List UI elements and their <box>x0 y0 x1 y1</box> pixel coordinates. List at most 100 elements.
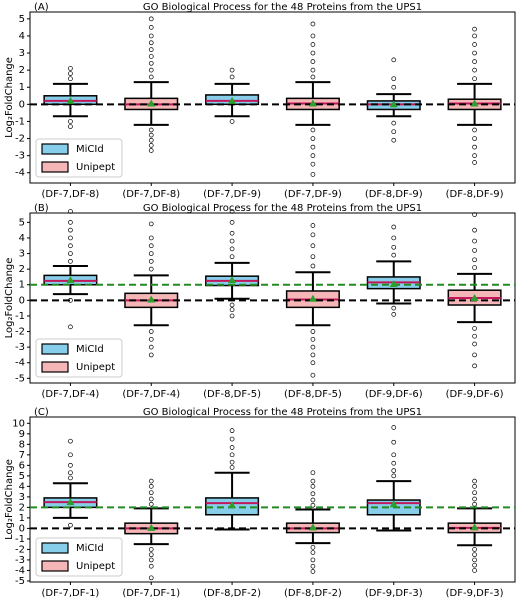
outlier <box>391 76 397 82</box>
y-tick-label: 5 <box>19 217 25 228</box>
outlier <box>68 220 73 225</box>
outlier <box>68 452 73 458</box>
outlier <box>148 329 154 334</box>
x-tick-label: (DF-7,DF-9) <box>284 189 342 200</box>
y-tick-label: -3 <box>15 342 25 353</box>
y-tick-label: -5 <box>15 576 25 587</box>
mean-marker <box>470 523 479 531</box>
outlier <box>472 265 477 270</box>
y-tick-label: -3 <box>15 555 25 566</box>
outlier <box>310 21 316 27</box>
y-tick-label: -3 <box>15 151 25 162</box>
outlier <box>310 470 316 476</box>
y-tick-label: -1 <box>15 534 25 545</box>
outlier <box>148 352 154 358</box>
outlier <box>310 497 316 503</box>
plot-frame <box>29 212 516 384</box>
y-tick-label: 4 <box>19 233 25 244</box>
outlier <box>472 160 477 165</box>
outlier <box>148 496 154 502</box>
outlier <box>472 562 477 568</box>
outlier <box>391 425 397 430</box>
outlier <box>68 522 73 528</box>
y-tick-label: 0 <box>19 523 25 534</box>
y-tick-label: 4 <box>19 481 25 492</box>
outlier <box>148 258 154 264</box>
outlier <box>391 312 397 317</box>
outlier <box>229 119 235 124</box>
outlier <box>229 459 235 465</box>
legend-label: Unipept <box>76 362 115 373</box>
chart-title: GO Biological Process for the 48 Protein… <box>143 203 422 214</box>
y-tick-label: 3 <box>19 48 25 59</box>
y-tick-label: 2 <box>19 264 25 275</box>
outlier <box>229 436 235 442</box>
x-tick-label: (DF-8,DF-5) <box>284 389 342 400</box>
outlier <box>391 460 397 466</box>
outlier <box>310 144 316 150</box>
outlier <box>68 475 73 481</box>
legend-swatch <box>41 542 69 554</box>
outlier <box>148 557 154 563</box>
outlier <box>148 490 154 496</box>
outlier <box>148 137 154 143</box>
y-tick-label: 0 <box>19 295 25 306</box>
outlier <box>472 363 477 369</box>
outlier <box>68 243 73 249</box>
y-tick-label: 5 <box>19 471 25 482</box>
outlier <box>310 74 316 80</box>
y-tick-label: -2 <box>15 327 25 338</box>
legend-swatch <box>41 161 69 173</box>
outlier <box>148 74 154 80</box>
outlier <box>472 552 477 558</box>
y-axis-label: Log₂FoldChange <box>4 57 15 138</box>
outlier <box>148 484 154 489</box>
outlier <box>148 16 154 22</box>
x-tick-label: (DF-9,DF-3) <box>365 588 423 599</box>
outlier <box>391 452 397 458</box>
outlier <box>148 575 154 581</box>
outlier <box>310 329 316 334</box>
outlier <box>310 33 316 39</box>
mean-marker <box>228 96 237 104</box>
outlier <box>310 502 316 508</box>
outlier <box>229 74 235 80</box>
y-tick-label: -4 <box>15 565 25 576</box>
outlier <box>472 67 477 73</box>
y-tick-label: -2 <box>15 544 25 555</box>
legend-swatch <box>41 361 69 373</box>
outlier <box>391 235 397 241</box>
outlier <box>310 544 316 550</box>
y-tick-label: 8 <box>19 439 25 450</box>
mean-marker <box>308 523 317 531</box>
y-tick-label: 1 <box>19 82 25 93</box>
outlier <box>68 66 73 71</box>
outlier <box>148 235 154 241</box>
outlier <box>229 452 235 458</box>
outlier <box>148 25 154 30</box>
outlier <box>68 258 73 264</box>
outlier <box>148 33 154 39</box>
y-tick-label: -5 <box>15 373 25 384</box>
outlier <box>229 67 235 73</box>
y-tick-label: 10 <box>12 418 25 429</box>
mean-marker <box>66 276 75 284</box>
outlier <box>391 57 397 63</box>
outlier <box>472 136 477 141</box>
mean-marker <box>308 294 317 302</box>
outlier <box>229 254 235 260</box>
y-tick-label: 2 <box>19 65 25 76</box>
outlier <box>472 238 477 244</box>
outlier <box>391 84 397 90</box>
outlier <box>310 161 316 167</box>
outlier <box>310 372 316 378</box>
y-tick-label: 6 <box>19 460 25 471</box>
y-tick-label: -1 <box>15 116 25 127</box>
mean-marker <box>308 99 317 107</box>
outlier <box>472 341 477 347</box>
x-tick-label: (DF-9,DF-3) <box>446 588 504 599</box>
outlier <box>310 360 316 366</box>
y-tick-label: 5 <box>19 14 25 25</box>
